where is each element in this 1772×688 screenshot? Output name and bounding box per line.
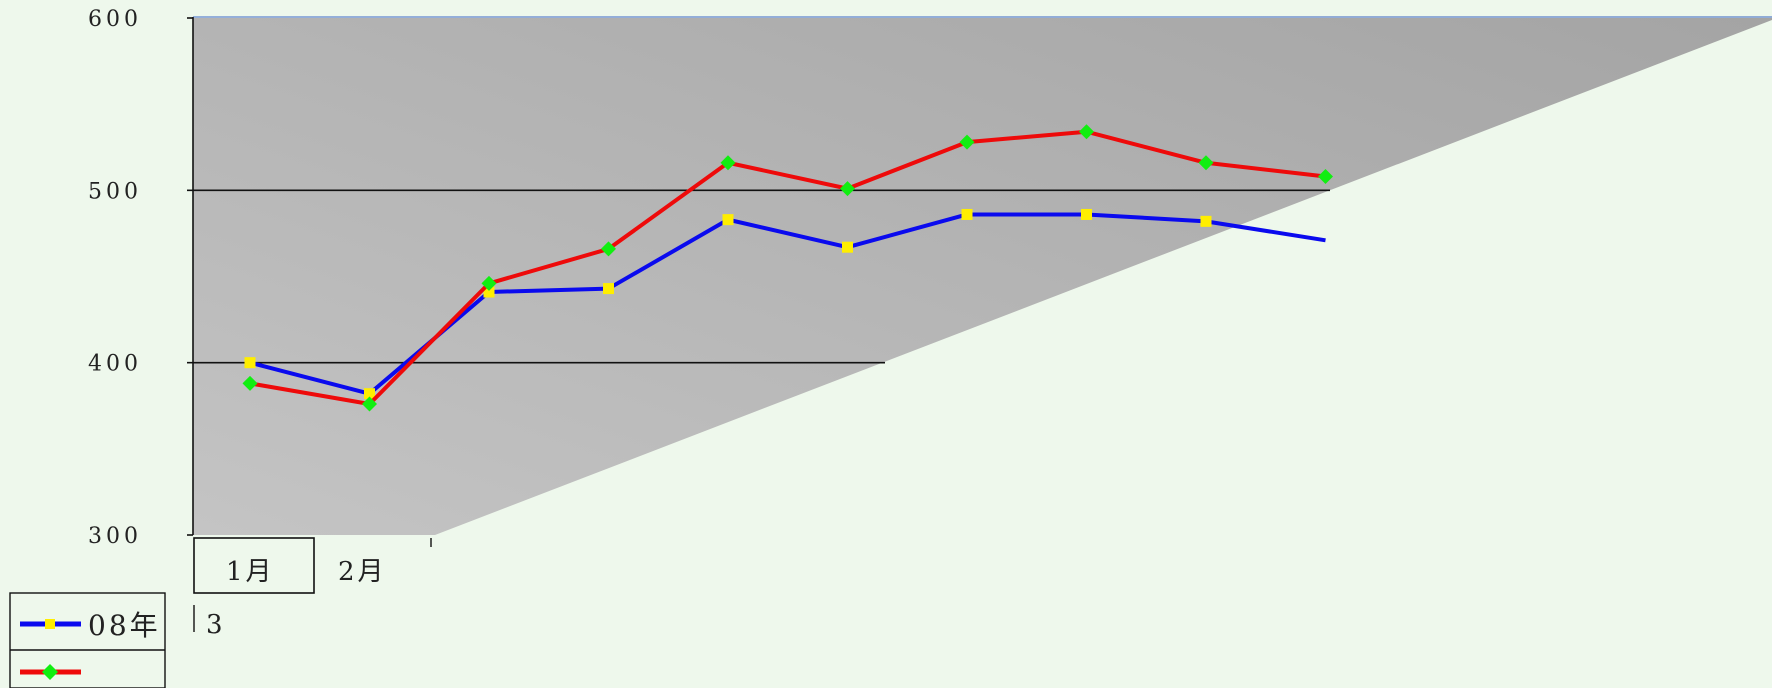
- data-point: [961, 208, 973, 220]
- data-point: [364, 388, 375, 400]
- axes: [187, 16, 1772, 536]
- y-tick-labels: 300 400 500 600: [88, 7, 142, 549]
- category-axis: 1月 2月 3: [193, 537, 432, 640]
- category-box: [193, 537, 315, 594]
- data-point: [244, 357, 256, 369]
- y-tick-label: 600: [88, 7, 142, 32]
- data-point: [959, 134, 975, 150]
- category-label: 3: [206, 610, 226, 640]
- data-point: [483, 286, 495, 298]
- data-point: [1198, 155, 1214, 171]
- y-tick-label: 300: [88, 524, 142, 549]
- data-point: [1318, 169, 1333, 185]
- data-point: [362, 396, 377, 412]
- gridlines: [193, 189, 1330, 364]
- data-point: [1079, 124, 1094, 140]
- data-point: [840, 181, 855, 197]
- data-point: [720, 155, 736, 171]
- y-tick-label: 400: [88, 352, 142, 377]
- legend-box: [9, 592, 166, 688]
- data-point: [242, 375, 258, 391]
- data-point: [481, 275, 497, 291]
- legend-swatch-marker: [45, 619, 55, 629]
- category-label: 1月: [226, 557, 275, 587]
- legend-label: 08年: [88, 609, 161, 642]
- data-point: [603, 283, 614, 295]
- series-line-2: [249, 129, 1326, 407]
- data-point: [842, 241, 853, 253]
- series-lines: [242, 124, 1333, 412]
- data-point: [1200, 215, 1212, 227]
- y-tick-label: 500: [88, 179, 142, 204]
- data-point: [601, 241, 616, 257]
- legend-swatch-marker: [42, 664, 58, 680]
- plot-area-wall: [193, 16, 1772, 535]
- data-point: [722, 214, 734, 226]
- category-label: 2月: [338, 557, 387, 587]
- legend: 08年: [9, 592, 166, 688]
- data-point: [1081, 208, 1092, 220]
